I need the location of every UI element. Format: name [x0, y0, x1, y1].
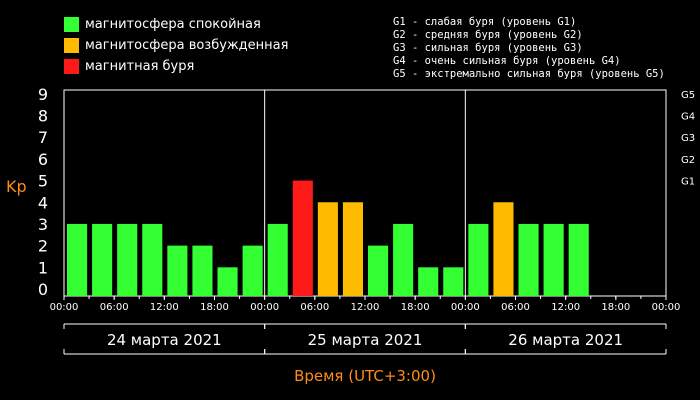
- y-tick-label: 7: [38, 128, 48, 147]
- day-label: 24 марта 2021: [107, 331, 222, 349]
- kp-bar: [317, 202, 338, 296]
- kp-bar: [217, 267, 238, 296]
- kp-bar: [242, 245, 263, 296]
- time-tick-label: 00:00: [652, 302, 681, 313]
- time-tick-label: 00:00: [50, 302, 79, 313]
- legend-storm-levels: G1 - слабая буря (уровень G1) G2 - средн…: [393, 16, 665, 81]
- legend-item-calm: магнитосфера спокойная: [64, 14, 288, 35]
- kp-bar: [543, 223, 564, 296]
- y-tick-label: 8: [38, 107, 48, 126]
- storm-level-g2: G2 - средняя буря (уровень G2): [393, 29, 583, 41]
- legend-item-storm: магнитная буря: [64, 56, 288, 77]
- g-level-label: G1: [681, 177, 695, 188]
- kp-bar: [67, 223, 88, 296]
- y-tick-label: 2: [38, 237, 48, 256]
- storm-level-g1: G1 - слабая буря (уровень G1): [393, 16, 577, 28]
- legend-activity: магнитосфера спокойная магнитосфера возб…: [64, 14, 288, 77]
- time-tick-label: 18:00: [401, 302, 430, 313]
- kp-bar: [167, 245, 188, 296]
- y-tick-label: 1: [38, 258, 48, 277]
- kp-bar: [568, 223, 589, 296]
- kp-bar: [468, 223, 489, 296]
- y-axis-label: Kp: [6, 177, 27, 196]
- x-axis-label: Время (UTC+3:00): [294, 367, 436, 385]
- storm-swatch: [64, 59, 79, 74]
- kp-bar: [368, 245, 389, 296]
- kp-bar: [518, 223, 539, 296]
- time-tick-label: 18:00: [200, 302, 229, 313]
- time-tick-label: 00:00: [250, 302, 279, 313]
- kp-bar: [443, 267, 464, 296]
- g-level-label: G4: [681, 112, 695, 123]
- day-label: 25 марта 2021: [308, 331, 423, 349]
- time-tick-label: 18:00: [601, 302, 630, 313]
- kp-bar: [117, 223, 138, 296]
- g-level-label: G3: [681, 133, 695, 144]
- storm-level-g4: G4 - очень сильная буря (уровень G4): [393, 55, 621, 67]
- y-tick-label: 6: [38, 150, 48, 169]
- time-tick-label: 12:00: [150, 302, 179, 313]
- y-tick-label: 9: [38, 85, 48, 104]
- legend-active-label: магнитосфера возбужденная: [85, 38, 289, 53]
- time-tick-label: 06:00: [100, 302, 129, 313]
- storm-level-g3: G3 - сильная буря (уровень G3): [393, 42, 583, 54]
- kp-bar: [342, 202, 363, 296]
- time-tick-label: 00:00: [451, 302, 480, 313]
- y-tick-label: 0: [38, 280, 48, 299]
- time-tick-label: 12:00: [351, 302, 380, 313]
- y-tick-label: 4: [38, 193, 48, 212]
- y-tick-label: 5: [38, 172, 48, 191]
- kp-bar: [418, 267, 439, 296]
- calm-swatch: [64, 17, 79, 32]
- kp-bar: [142, 223, 163, 296]
- day-label: 26 марта 2021: [508, 331, 623, 349]
- time-tick-label: 06:00: [300, 302, 329, 313]
- storm-level-g5: G5 - экстремально сильная буря (уровень …: [393, 68, 665, 80]
- active-swatch: [64, 38, 79, 53]
- kp-bar: [292, 180, 313, 296]
- kp-bar: [192, 245, 213, 296]
- legend-item-active: магнитосфера возбужденная: [64, 35, 288, 56]
- time-tick-label: 12:00: [551, 302, 580, 313]
- legend-calm-label: магнитосфера спокойная: [85, 17, 261, 32]
- time-tick-label: 06:00: [501, 302, 530, 313]
- kp-bar: [267, 223, 288, 296]
- kp-bar: [92, 223, 113, 296]
- y-tick-label: 3: [38, 215, 48, 234]
- g-level-label: G5: [681, 90, 695, 101]
- kp-bar: [493, 202, 514, 296]
- legend-storm-label: магнитная буря: [85, 59, 195, 74]
- kp-bar: [393, 223, 414, 296]
- g-level-label: G2: [681, 155, 695, 166]
